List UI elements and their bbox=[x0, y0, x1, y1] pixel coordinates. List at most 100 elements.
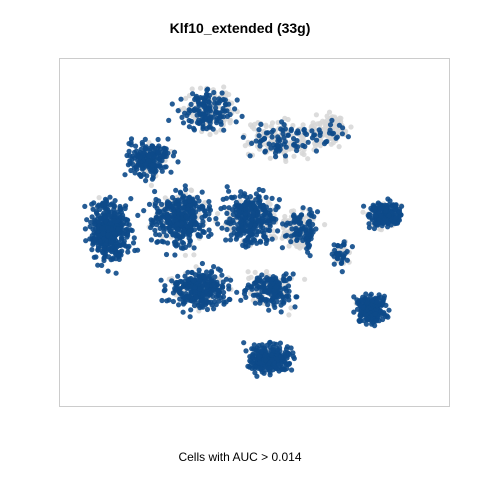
scatter-point bbox=[221, 84, 227, 90]
scatter-point bbox=[116, 251, 122, 257]
scatter-point bbox=[134, 152, 140, 158]
scatter-point bbox=[87, 224, 93, 230]
scatter-point bbox=[190, 208, 196, 214]
scatter-point bbox=[388, 204, 394, 210]
scatter-point bbox=[386, 213, 392, 219]
scatter-point bbox=[89, 201, 95, 207]
scatter-point bbox=[211, 282, 217, 288]
scatter-point bbox=[127, 158, 133, 164]
scatter-point bbox=[336, 122, 342, 128]
scatter-point bbox=[270, 142, 277, 148]
scatter-point bbox=[211, 89, 217, 96]
scatter-point bbox=[317, 143, 323, 149]
scatter-point bbox=[349, 244, 355, 250]
scatter-point bbox=[272, 304, 278, 310]
scatter-point bbox=[222, 97, 228, 103]
scatter-point bbox=[201, 104, 207, 110]
scatter-point bbox=[368, 291, 374, 297]
scatter-point bbox=[285, 361, 291, 367]
scatter-point bbox=[275, 228, 281, 234]
scatter-point bbox=[196, 198, 202, 204]
scatter-point bbox=[275, 280, 281, 286]
scatter-point bbox=[261, 370, 267, 376]
scatter-point bbox=[305, 243, 311, 249]
scatter-point bbox=[269, 357, 275, 363]
scatter-point bbox=[255, 200, 261, 206]
scatter-point bbox=[329, 251, 335, 257]
scatter-point bbox=[152, 227, 158, 233]
scatter-point bbox=[159, 201, 165, 207]
scatter-point bbox=[326, 109, 333, 115]
scatter-point bbox=[240, 242, 246, 248]
scatter-point bbox=[184, 113, 190, 119]
scatter-point bbox=[267, 207, 273, 213]
scatter-point bbox=[91, 254, 97, 260]
scatter-point bbox=[251, 342, 257, 348]
scatter-point bbox=[175, 108, 181, 114]
scatter-point bbox=[109, 209, 115, 215]
scatter-point bbox=[101, 210, 107, 216]
scatter-point bbox=[160, 208, 166, 214]
scatter-point bbox=[351, 309, 357, 315]
scatter-point bbox=[197, 286, 203, 292]
scatter-point bbox=[227, 237, 234, 243]
scatter-point bbox=[226, 188, 232, 194]
scatter-point bbox=[165, 240, 171, 246]
scatter-point bbox=[87, 236, 93, 242]
scatter-point bbox=[105, 232, 111, 238]
scatter-point bbox=[219, 90, 225, 96]
scatter-point bbox=[212, 274, 218, 280]
scatter-point bbox=[285, 116, 291, 123]
scatter-point bbox=[121, 242, 127, 248]
scatter-point bbox=[249, 346, 255, 352]
scatter-point bbox=[173, 279, 179, 286]
scatter-point bbox=[372, 205, 378, 211]
scatter-point bbox=[95, 243, 101, 249]
scatter-point bbox=[360, 304, 366, 311]
scatter-point bbox=[265, 218, 271, 224]
scatter-point bbox=[378, 309, 384, 315]
scatter-point bbox=[193, 221, 199, 228]
scatter-point bbox=[176, 302, 182, 308]
scatter-point bbox=[344, 257, 350, 263]
scatter-point bbox=[105, 225, 111, 231]
scatter-point bbox=[102, 251, 108, 257]
scatter-point bbox=[189, 187, 195, 194]
scatter-point bbox=[284, 355, 290, 361]
scatter-point bbox=[283, 144, 289, 150]
scatter-point bbox=[113, 270, 119, 276]
scatter-point bbox=[288, 233, 294, 239]
scatter-point bbox=[138, 146, 144, 152]
scatter-point bbox=[155, 239, 161, 245]
scatter-point bbox=[286, 288, 292, 294]
scatter-point bbox=[224, 210, 230, 216]
scatter-point bbox=[152, 188, 158, 195]
scatter-point bbox=[223, 237, 229, 243]
scatter-point bbox=[250, 210, 256, 216]
scatter-point bbox=[334, 252, 341, 258]
scatter-point bbox=[228, 194, 234, 200]
scatter-point bbox=[215, 211, 221, 217]
scatter-point bbox=[173, 187, 179, 193]
scatter-point bbox=[82, 226, 88, 232]
scatter-point bbox=[257, 360, 263, 366]
scatter-point bbox=[211, 264, 217, 270]
scatter-point bbox=[270, 127, 276, 133]
scatter-point bbox=[128, 167, 134, 174]
scatter-point bbox=[334, 256, 341, 262]
chart-subtitle: Cells with AUC > 0.014 bbox=[178, 450, 302, 464]
scatter-point bbox=[281, 135, 287, 141]
scatter-point bbox=[264, 237, 270, 243]
scatter-point bbox=[241, 291, 248, 297]
scatter-point bbox=[251, 203, 257, 209]
scatter-point bbox=[393, 215, 399, 221]
scatter-point bbox=[155, 136, 161, 143]
scatter-point bbox=[233, 119, 239, 125]
scatter-point bbox=[193, 294, 199, 300]
scatter-point bbox=[132, 170, 138, 176]
scatter-point bbox=[247, 194, 253, 200]
scatter-point bbox=[256, 228, 262, 235]
scatter-point bbox=[162, 287, 168, 293]
scatter-point bbox=[278, 309, 284, 315]
